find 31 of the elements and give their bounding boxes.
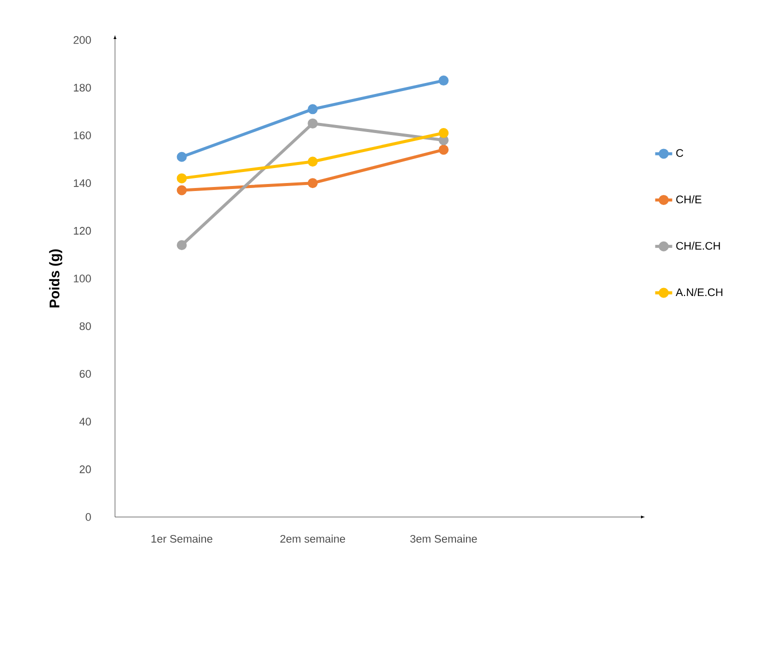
x-tick-label: 2em semaine xyxy=(280,534,346,543)
x-tick-label: 1er Semaine xyxy=(152,534,212,543)
point xyxy=(176,240,187,250)
point xyxy=(308,178,318,188)
point xyxy=(176,185,187,196)
point xyxy=(438,76,449,86)
y-tick-label: 0 xyxy=(86,513,91,521)
y-tick-label: 20 xyxy=(80,465,91,474)
y-tick-label: 40 xyxy=(79,418,91,426)
point xyxy=(438,128,449,138)
legend-label: CH/E xyxy=(676,195,702,204)
y-tick-label: 60 xyxy=(80,370,91,378)
point xyxy=(308,104,318,114)
legend-label: CH/E.CH xyxy=(676,242,720,250)
point xyxy=(438,135,449,146)
y-tick-label: 180 xyxy=(74,84,91,92)
legend-label: C xyxy=(676,149,684,157)
point xyxy=(308,156,318,167)
y-tick-label: 100 xyxy=(74,274,91,282)
x-tick-label: 3em Semaine xyxy=(410,534,477,543)
point xyxy=(308,118,318,128)
y-tick-label: 200 xyxy=(74,36,91,44)
point xyxy=(176,173,187,184)
legend-label: A.N/E.CH xyxy=(676,288,722,296)
point xyxy=(176,152,187,162)
y-tick-label: 160 xyxy=(74,132,91,140)
y-tick-label: 80 xyxy=(80,322,91,330)
y-tick-label: 120 xyxy=(74,226,91,235)
y-tick-label: 140 xyxy=(74,179,91,187)
point xyxy=(438,144,449,155)
y-axis-title: Poids (g) xyxy=(49,249,62,308)
